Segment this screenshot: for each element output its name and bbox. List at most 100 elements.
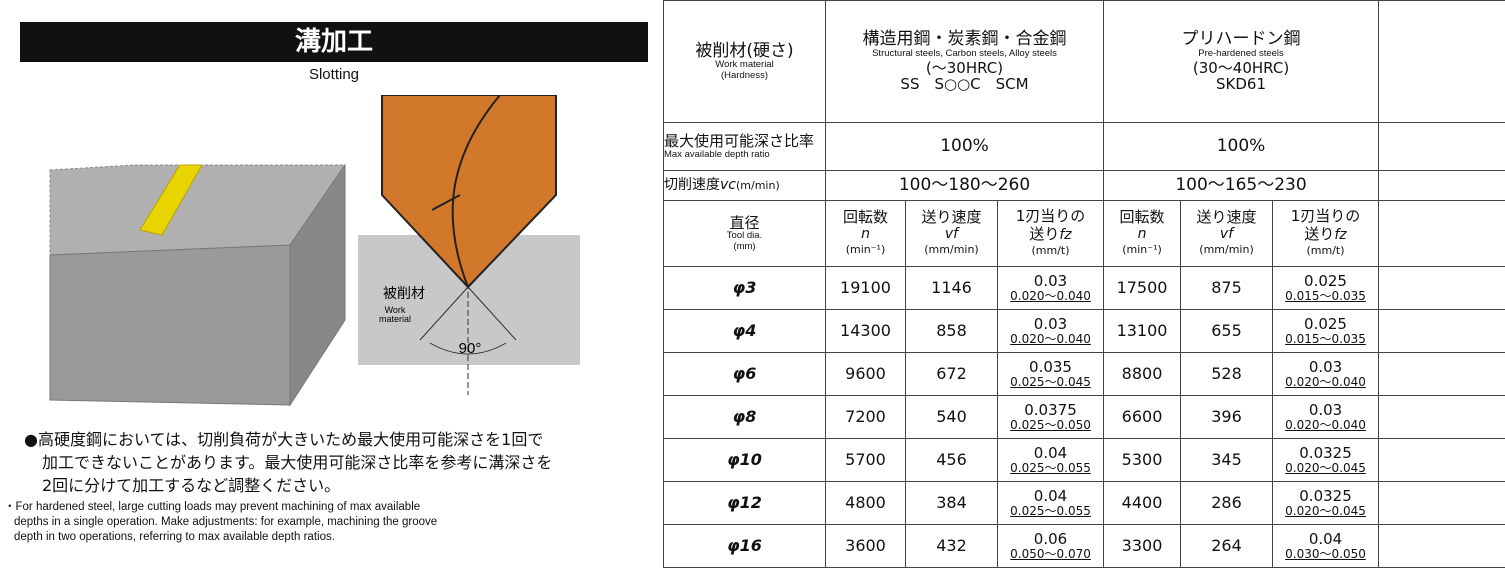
column-ja: 送り — [1304, 225, 1334, 243]
cell-value: 528 — [1211, 364, 1242, 383]
column-unit: (mm/min) — [1199, 243, 1253, 256]
tool-dia: φ6 — [733, 364, 757, 383]
table-cell: 655 — [1181, 310, 1273, 353]
depth-label-ja: 最大使用可能深さ比率 — [664, 133, 825, 150]
table-cell — [1379, 1, 1505, 123]
fz-value: 0.03 — [998, 316, 1103, 333]
material-en: Pre-hardened steels — [1104, 49, 1378, 59]
fz-range: 0.020〜0.045 — [1273, 505, 1378, 518]
table-cell: 345 — [1181, 439, 1273, 482]
table-cell: 14300 — [826, 310, 906, 353]
table-cell: 396 — [1181, 396, 1273, 439]
dia-header-ja: 直径 — [664, 215, 825, 232]
angle-label: 90° — [459, 340, 482, 357]
table-cell: 17500 — [1104, 267, 1181, 310]
fz-value: 0.04 — [998, 445, 1103, 462]
cell-value: 5700 — [845, 450, 886, 469]
work-label-en: material — [379, 314, 411, 324]
cell-value: 5300 — [1122, 450, 1163, 469]
table-cell: φ12 — [664, 482, 826, 525]
cell-value: 13100 — [1117, 321, 1168, 340]
cell-value: 540 — [936, 407, 967, 426]
cell-value: 14300 — [840, 321, 891, 340]
table-cell: 1146 — [906, 267, 998, 310]
note-ja: ●高硬度鋼においては、切削負荷が大きいため最大使用可能深さを1回で加工できないこ… — [24, 428, 552, 497]
table-cell: φ3 — [664, 267, 826, 310]
fz-value: 0.03 — [1273, 359, 1378, 376]
table-cell — [1379, 171, 1505, 201]
table-cell — [1379, 353, 1505, 396]
column-unit: (min⁻¹) — [1122, 243, 1162, 256]
cell-value: 396 — [1211, 407, 1242, 426]
table-cell: 4800 — [826, 482, 906, 525]
cell-value: 432 — [936, 536, 967, 555]
column-unit: (mm/t) — [1031, 244, 1069, 257]
note-line: depths in a single operation. Make adjus… — [4, 515, 437, 530]
fz-range: 0.025〜0.055 — [998, 505, 1103, 518]
table-cell: 100% — [826, 123, 1104, 171]
table-cell: φ4 — [664, 310, 826, 353]
table-cell: 264 — [1181, 525, 1273, 568]
cell-value: 345 — [1211, 450, 1242, 469]
cell-value: 875 — [1211, 278, 1242, 297]
cell-value: 264 — [1211, 536, 1242, 555]
tool-dia: φ10 — [727, 450, 762, 469]
left-panel: 溝加工 Slotting 被削材 Work material 90° ●高硬度鋼… — [0, 0, 655, 567]
tool-dia: φ12 — [727, 493, 762, 512]
table-cell: 8800 — [1104, 353, 1181, 396]
table-cell: 672 — [906, 353, 998, 396]
fz-value: 0.03 — [1273, 402, 1378, 419]
depth-value: 100% — [826, 137, 1103, 156]
fz-value: 0.03 — [998, 273, 1103, 290]
table-cell: 3300 — [1104, 525, 1181, 568]
cell-value: 6600 — [1122, 407, 1163, 426]
table-cell: 456 — [906, 439, 998, 482]
column-symbol: n — [1104, 227, 1180, 242]
table-cell — [1379, 201, 1505, 267]
cell-value: 655 — [1211, 321, 1242, 340]
column-ja: 送り速度 — [921, 208, 981, 226]
fz-range: 0.025〜0.045 — [998, 376, 1103, 389]
fz-range: 0.015〜0.035 — [1273, 290, 1378, 303]
material-hardness: (〜30HRC) — [826, 60, 1103, 77]
table-cell: φ6 — [664, 353, 826, 396]
table-cell: 100〜180〜260 — [826, 171, 1104, 201]
cell-value: 19100 — [840, 278, 891, 297]
fz-value: 0.06 — [998, 531, 1103, 548]
fz-value: 0.0325 — [1273, 488, 1378, 505]
table-cell — [1379, 439, 1505, 482]
column-symbol: fz — [1059, 227, 1071, 243]
fz-value: 0.0325 — [1273, 445, 1378, 462]
material-hardness: (30〜40HRC) — [1104, 60, 1378, 77]
fz-range: 0.025〜0.055 — [998, 462, 1103, 475]
column-symbol: fz — [1334, 227, 1346, 243]
column-symbol: n — [826, 227, 905, 242]
table-cell: 切削速度vc(m/min) — [664, 171, 826, 201]
tool-dia: φ8 — [733, 407, 757, 426]
table-cell: 875 — [1181, 267, 1273, 310]
depth-value: 100% — [1104, 137, 1378, 156]
table-cell: 19100 — [826, 267, 906, 310]
column-unit: (min⁻¹) — [846, 243, 886, 256]
note-line: 加工できないことがあります。最大使用可能深さ比率を参考に溝深さを — [24, 451, 552, 474]
column-ja: 1刃当りの — [1016, 207, 1086, 225]
tool-dia: φ4 — [733, 321, 757, 340]
column-ja: 1刃当りの — [1291, 207, 1361, 225]
column-ja: 回転数 — [843, 208, 888, 226]
table-cell: 被削材(硬さ)Work material(Hardness) — [664, 1, 826, 123]
cell-value: 286 — [1211, 493, 1242, 512]
table-row: 被削材(硬さ)Work material(Hardness)構造用鋼・炭素鋼・合… — [664, 1, 1505, 123]
table-cell: 100% — [1104, 123, 1379, 171]
